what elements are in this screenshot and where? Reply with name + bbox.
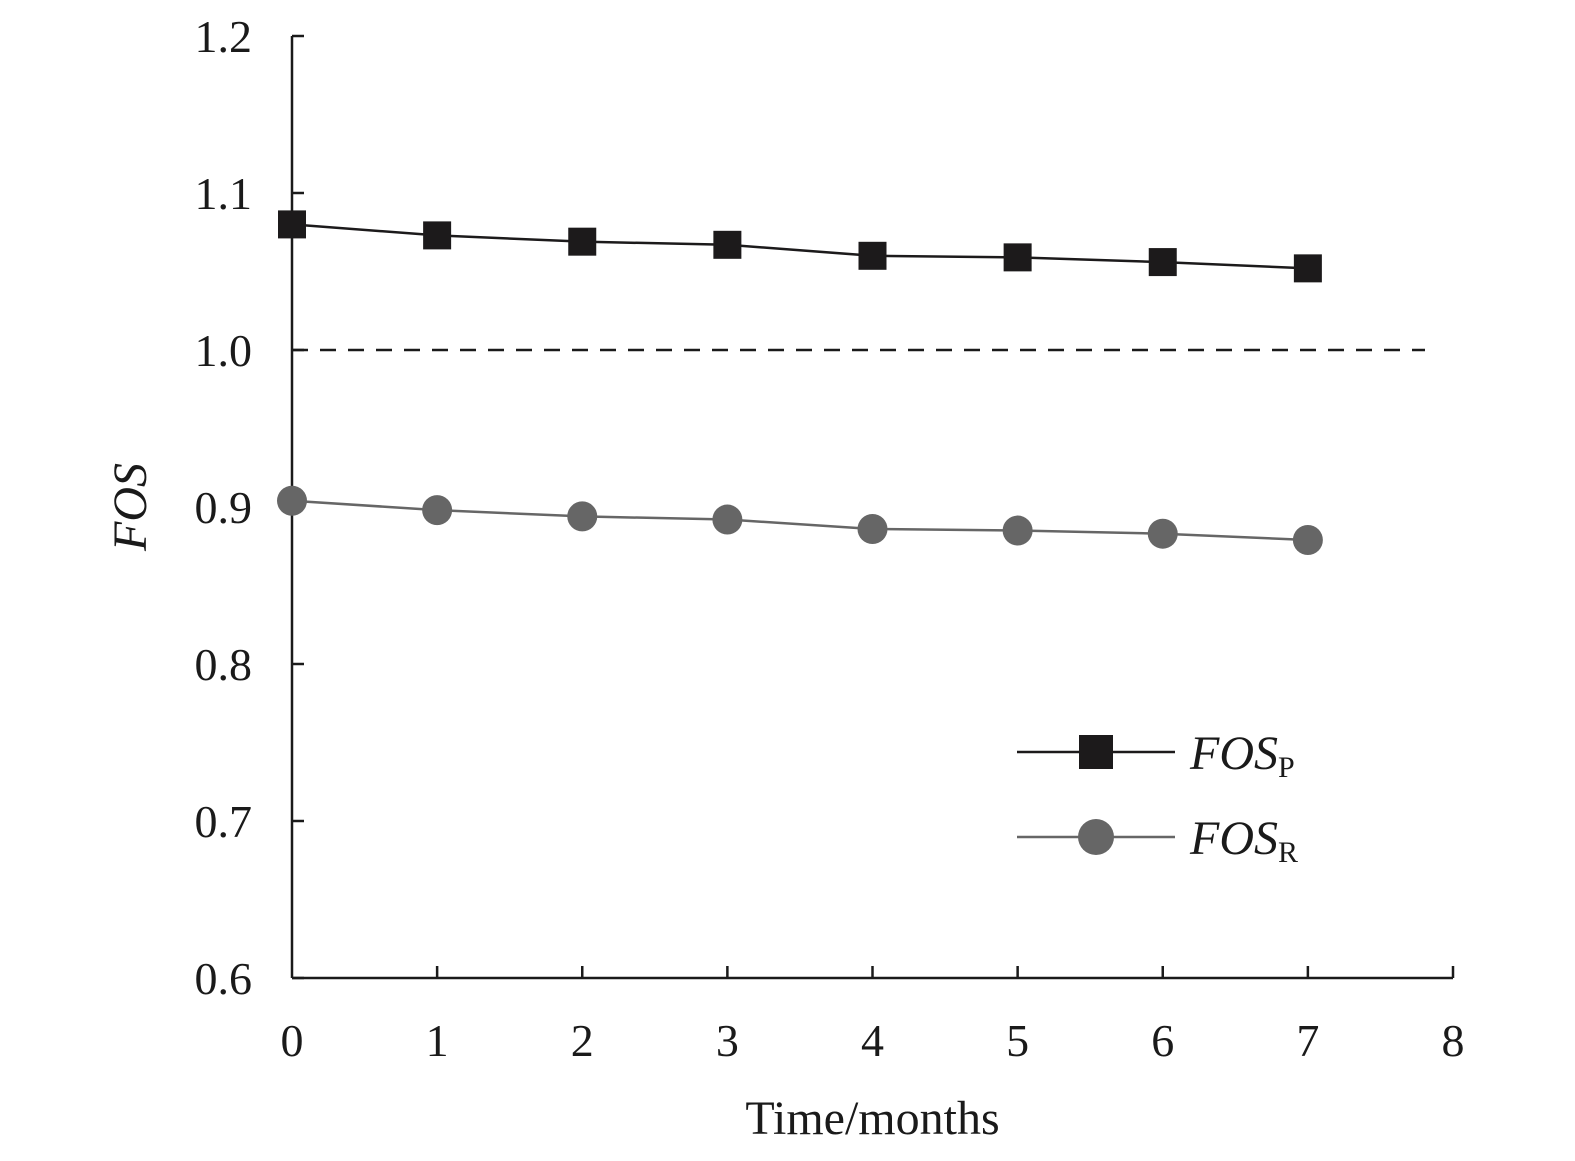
y-tick-label: 1.0 — [195, 325, 253, 376]
y-axis-title: FOS — [104, 463, 157, 552]
x-tick-label: 8 — [1442, 1015, 1465, 1066]
legend-marker-circle — [1078, 819, 1114, 855]
axes: 0.6 0.7 0.8 0.9 1.0 1.1 1.2 0 1 2 3 4 5 6 7 8 — [195, 11, 1465, 1066]
x-axis-title: Time/months — [745, 1092, 999, 1145]
x-tick-label: 3 — [716, 1015, 739, 1066]
x-tick-label: 4 — [861, 1015, 884, 1066]
x-tick-label: 5 — [1006, 1015, 1029, 1066]
data-point-circle — [277, 485, 307, 516]
y-tick-label: 0.6 — [195, 953, 253, 1004]
x-tick-label: 6 — [1151, 1015, 1174, 1066]
series-line-p — [291, 223, 1308, 270]
data-point-circle — [422, 495, 453, 526]
data-point-square — [278, 210, 306, 239]
legend-marker-square — [1079, 735, 1113, 769]
y-tick-label: 0.8 — [195, 639, 253, 690]
y-tick-label: 0.7 — [195, 796, 253, 847]
x-tick-label: 2 — [571, 1015, 594, 1066]
data-point-circle — [1002, 515, 1033, 546]
data-point-circle — [1147, 518, 1178, 549]
data-point-square — [858, 241, 887, 270]
x-tick-label: 1 — [426, 1015, 449, 1066]
legend-label-p: FOSP — [1189, 727, 1295, 784]
data-point-square — [1003, 243, 1032, 272]
legend: FOSP FOSR — [1017, 727, 1298, 869]
data-point-square — [423, 221, 452, 250]
data-point-circle — [1292, 524, 1323, 555]
data-point-square — [568, 227, 597, 256]
series-line-r — [291, 499, 1308, 542]
y-tick-label: 0.9 — [195, 482, 253, 533]
data-point-square — [713, 230, 742, 259]
data-point-square — [1148, 248, 1177, 277]
y-tick-label: 1.1 — [195, 168, 253, 219]
legend-label-r: FOSR — [1189, 812, 1298, 869]
x-tick-label: 7 — [1296, 1015, 1319, 1066]
data-point-square — [1293, 254, 1322, 283]
series-group — [277, 210, 1323, 555]
y-tick-label: 1.2 — [195, 11, 253, 62]
x-tick-label: 0 — [281, 1015, 304, 1066]
data-point-circle — [857, 513, 888, 544]
data-point-circle — [567, 501, 598, 532]
data-point-circle — [712, 504, 743, 535]
